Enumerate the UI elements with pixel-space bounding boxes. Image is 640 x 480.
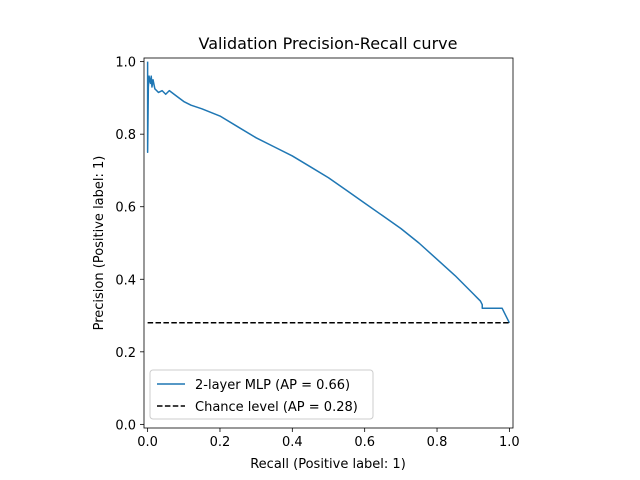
y-tick-label: 1.0 (115, 56, 136, 71)
plot-area-frame (143, 57, 514, 429)
x-tick-label: 0.0 (137, 435, 158, 450)
axes-frame (143, 57, 514, 429)
legend-label-chance: Chance level (AP = 0.28) (195, 400, 358, 415)
y-tick-label: 0.0 (115, 418, 136, 433)
y-tick-label: 0.4 (115, 273, 136, 288)
ticks-layer: 0.0 0.2 0.4 0.6 0.8 1.0 0.0 0.2 0.4 0.6 0.8 1.0 (115, 56, 519, 450)
x-tick-label: 0.8 (427, 435, 448, 450)
y-axis-label: Precision (Positive label: 1) (92, 156, 107, 331)
y-tick-label: 0.8 (115, 128, 136, 143)
legend-box (149, 369, 374, 420)
y-tick-label: 0.6 (115, 201, 136, 216)
chart-title: Validation Precision-Recall curve (199, 34, 458, 53)
series-line-mlp (146, 61, 511, 324)
x-tick-label: 0.4 (282, 435, 303, 450)
x-tick-label: 0.6 (354, 435, 375, 450)
y-tick-label: 0.2 (115, 346, 136, 361)
x-axis-label: Recall (Positive label: 1) (250, 457, 406, 472)
legend: 2-layer MLP (AP = 0.66) Chance level (AP… (149, 369, 374, 420)
x-tick-label: 0.2 (210, 435, 231, 450)
series-layer (146, 61, 511, 324)
x-tick-label: 1.0 (499, 435, 520, 450)
legend-label-mlp: 2-layer MLP (AP = 0.66) (195, 378, 350, 393)
